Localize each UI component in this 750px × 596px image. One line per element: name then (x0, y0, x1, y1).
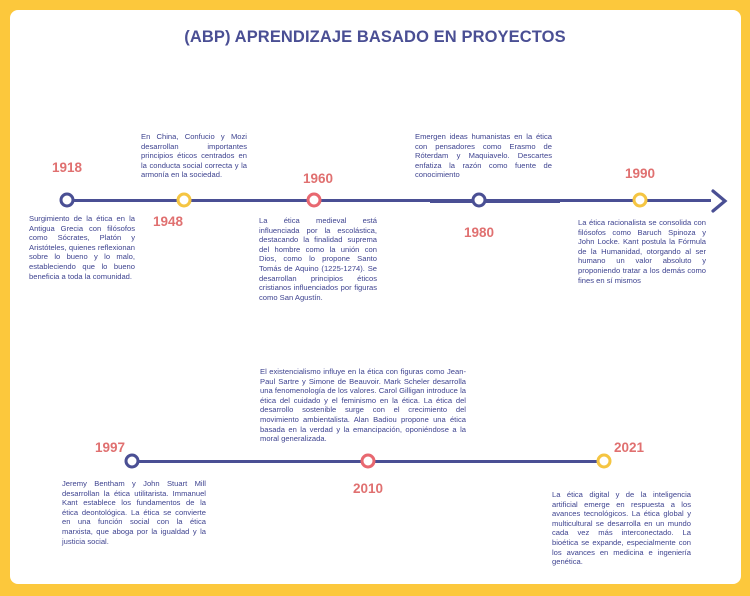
page-title: (ABP) APRENDIZAJE BASADO EN PROYECTOS (184, 28, 566, 46)
event-dot-1918 (59, 192, 75, 208)
event-year-1918: 1918 (52, 160, 83, 175)
event-year-2010: 2010 (353, 481, 384, 496)
event-dot-1990 (632, 192, 648, 208)
timeline-card (10, 10, 741, 584)
event-text-2021: La ética digital y de la inteligencia ar… (552, 490, 691, 567)
event-year-1948: 1948 (153, 214, 184, 229)
event-text-1960: La ética medieval está influenciada por … (259, 216, 377, 302)
event-dot-2010 (360, 453, 376, 469)
event-text-1948: En China, Confucio y Mozi desarrollan im… (141, 132, 247, 180)
event-year-1997: 1997 (95, 440, 126, 455)
event-year-1990: 1990 (625, 166, 656, 181)
event-year-1960: 1960 (303, 171, 334, 186)
event-dot-2021 (596, 453, 612, 469)
event-dot-1960 (306, 192, 322, 208)
event-text-1918: Surgimiento de la ética en la Antigua Gr… (29, 214, 135, 281)
event-text-1990: La ética racionalista se consolida con f… (578, 218, 706, 285)
event-text-1980: Emergen ideas humanistas en la ética con… (415, 132, 552, 180)
timeline-line-top-accent (430, 200, 560, 203)
event-text-2010: El existencialismo influye en la ética c… (260, 367, 466, 444)
arrow-right-icon (711, 189, 728, 213)
event-dot-1997 (124, 453, 140, 469)
timeline-line-top (66, 199, 711, 202)
event-dot-1980 (471, 192, 487, 208)
event-year-1980: 1980 (464, 225, 495, 240)
event-dot-1948 (176, 192, 192, 208)
event-text-1997: Jeremy Bentham y John Stuart Mill desarr… (62, 479, 206, 546)
event-year-2021: 2021 (614, 440, 645, 455)
